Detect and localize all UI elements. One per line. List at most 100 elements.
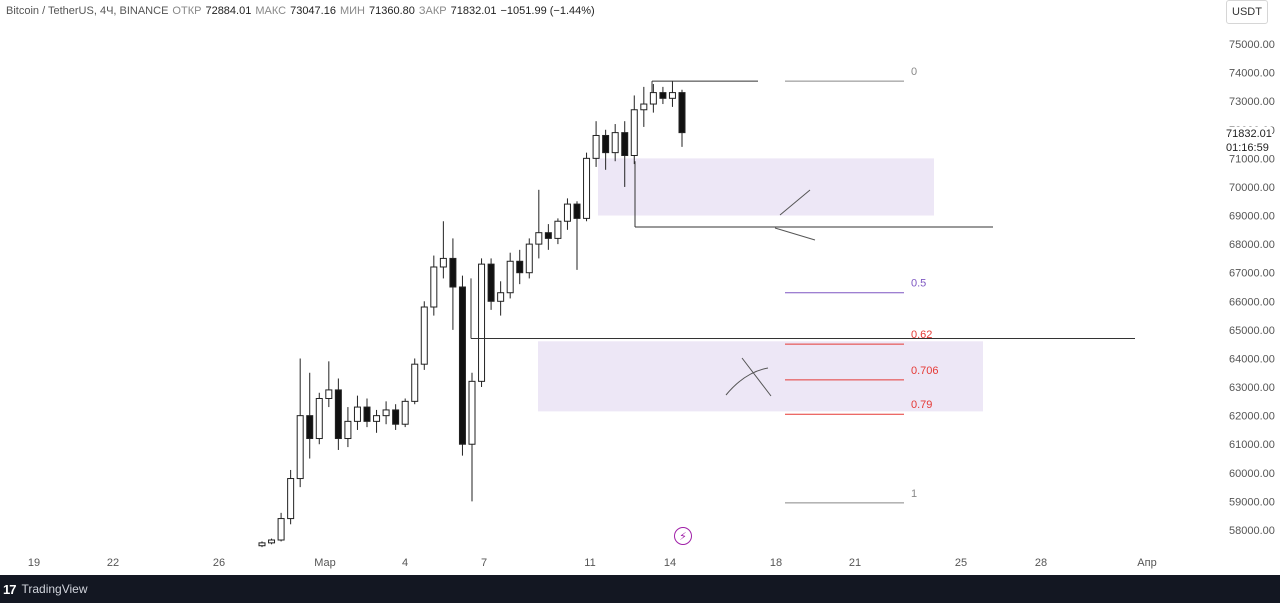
candle-body xyxy=(516,260,524,274)
price-tick-label: 67000.00 xyxy=(1229,268,1275,280)
candle-body xyxy=(592,134,600,159)
price-tick-label: 75000.00 xyxy=(1229,39,1275,51)
bar-countdown: 01:16:59 xyxy=(1226,142,1269,154)
close-label: ЗАКР xyxy=(418,5,447,17)
candle-body xyxy=(487,263,495,302)
candle-body xyxy=(306,415,314,440)
high-value: 73047.16 xyxy=(290,5,336,17)
time-tick-label: 28 xyxy=(1035,557,1047,569)
candle-body xyxy=(353,406,361,422)
currency-button[interactable]: USDT xyxy=(1226,0,1268,24)
zone-box xyxy=(598,158,934,216)
fib-level-label: 0 xyxy=(911,66,917,78)
candle-body xyxy=(430,266,438,308)
time-tick-label: 22 xyxy=(107,557,119,569)
candles-layer xyxy=(258,81,686,548)
price-tick-label: 61000.00 xyxy=(1229,439,1275,451)
candle-body xyxy=(602,134,610,154)
last-price: 71832.01 xyxy=(1226,128,1272,140)
candle-body xyxy=(583,157,591,219)
candle-body xyxy=(401,400,409,425)
candle-body xyxy=(678,92,686,134)
candle-body xyxy=(268,539,276,544)
candle-body xyxy=(573,203,581,219)
price-tick-label: 71000.00 xyxy=(1229,153,1275,165)
price-axis[interactable]: 58000.00 59000.00 60000.00 61000.00 62000.00… xyxy=(1229,39,1275,537)
time-tick-label: Апр xyxy=(1137,557,1156,569)
cross-mark-upper xyxy=(774,189,816,241)
candle-body xyxy=(287,478,295,520)
price-tick-label: 58000.00 xyxy=(1229,525,1275,537)
cross-mark-lower xyxy=(725,357,772,397)
time-tick-label: 26 xyxy=(213,557,225,569)
candle-body xyxy=(420,306,428,365)
candle-body xyxy=(478,263,486,382)
price-chart[interactable]: 0 0.5 0.62 0.706 0.79 1 58000.00 59000.00 60000… xyxy=(0,0,1280,575)
low-value: 71360.80 xyxy=(368,5,415,17)
price-tick-label: 60000.00 xyxy=(1229,468,1275,480)
candle-body xyxy=(640,103,648,111)
symbol-header: Bitcoin / TetherUS, 4Ч, BINANCE ОТКР 7288… xyxy=(6,3,595,19)
close-value: 71832.01 xyxy=(450,5,497,17)
time-tick-label: 21 xyxy=(849,557,861,569)
candle-body xyxy=(392,409,400,425)
candle-body xyxy=(630,109,638,156)
candle-body xyxy=(315,397,323,440)
lightning-icon[interactable]: ⚡ xyxy=(674,527,692,545)
time-tick-label: 18 xyxy=(770,557,782,569)
brand-name[interactable]: TradingView xyxy=(21,582,88,596)
candle-body xyxy=(411,363,419,402)
price-tick-label: 59000.00 xyxy=(1229,496,1275,508)
price-tick-label: 68000.00 xyxy=(1229,239,1275,251)
time-tick-label: Мар xyxy=(314,557,336,569)
fib-level-label: 0.706 xyxy=(911,365,939,377)
open-value: 72884.01 xyxy=(205,5,252,17)
zone-box xyxy=(538,341,983,412)
candle-body xyxy=(439,257,447,268)
candle-body xyxy=(554,220,562,239)
fib-level-label: 0.5 xyxy=(911,278,926,290)
time-tick-label: 25 xyxy=(955,557,967,569)
candle-body xyxy=(277,518,285,541)
candle-body xyxy=(525,243,533,274)
candle-body xyxy=(468,380,476,445)
time-axis[interactable]: 19 22 26 Мар 4 7 11 14 18 21 25 28 Апр xyxy=(28,557,1157,569)
candle-body xyxy=(563,203,571,222)
high-label: МАКС xyxy=(255,5,287,17)
price-tick-label: 62000.00 xyxy=(1229,411,1275,423)
candle-body xyxy=(363,406,371,422)
price-tick-label: 73000.00 xyxy=(1229,96,1275,108)
price-tick-label: 66000.00 xyxy=(1229,296,1275,308)
symbol-name[interactable]: Bitcoin / TetherUS, 4Ч, BINANCE xyxy=(6,5,169,17)
candle-body xyxy=(334,389,342,440)
candle-body xyxy=(296,415,304,480)
candle-body xyxy=(458,286,466,445)
candle-body xyxy=(649,92,657,105)
price-tick-label: 64000.00 xyxy=(1229,353,1275,365)
candle-body xyxy=(506,260,514,294)
tradingview-logo-icon[interactable]: 17 xyxy=(3,581,17,597)
price-tick-label: 65000.00 xyxy=(1229,325,1275,337)
price-tick-label: 70000.00 xyxy=(1229,182,1275,194)
last-price-tag: 71832.01 01:16:59 xyxy=(1226,127,1272,155)
low-label: МИН xyxy=(339,5,365,17)
fib-level-label: 0.79 xyxy=(911,399,932,411)
price-tick-label: 63000.00 xyxy=(1229,382,1275,394)
candle-body xyxy=(258,542,266,547)
fib-level-label: 0.62 xyxy=(911,329,932,341)
time-tick-label: 11 xyxy=(584,557,595,569)
time-tick-label: 19 xyxy=(28,557,40,569)
time-tick-label: 14 xyxy=(664,557,676,569)
time-tick-label: 4 xyxy=(402,557,408,569)
candle-body xyxy=(544,232,552,239)
candle-body xyxy=(611,132,619,154)
fib-level-label: 1 xyxy=(911,488,917,500)
zones-layer xyxy=(538,158,983,412)
open-label: ОТКР xyxy=(172,5,202,17)
time-tick-label: 7 xyxy=(481,557,487,569)
candle-body xyxy=(373,415,381,422)
footer-bar: 17 TradingView xyxy=(0,575,1280,603)
change-value: −1051.99 (−1.44%) xyxy=(500,5,595,17)
candle-body xyxy=(621,132,629,156)
candle-body xyxy=(668,92,676,99)
